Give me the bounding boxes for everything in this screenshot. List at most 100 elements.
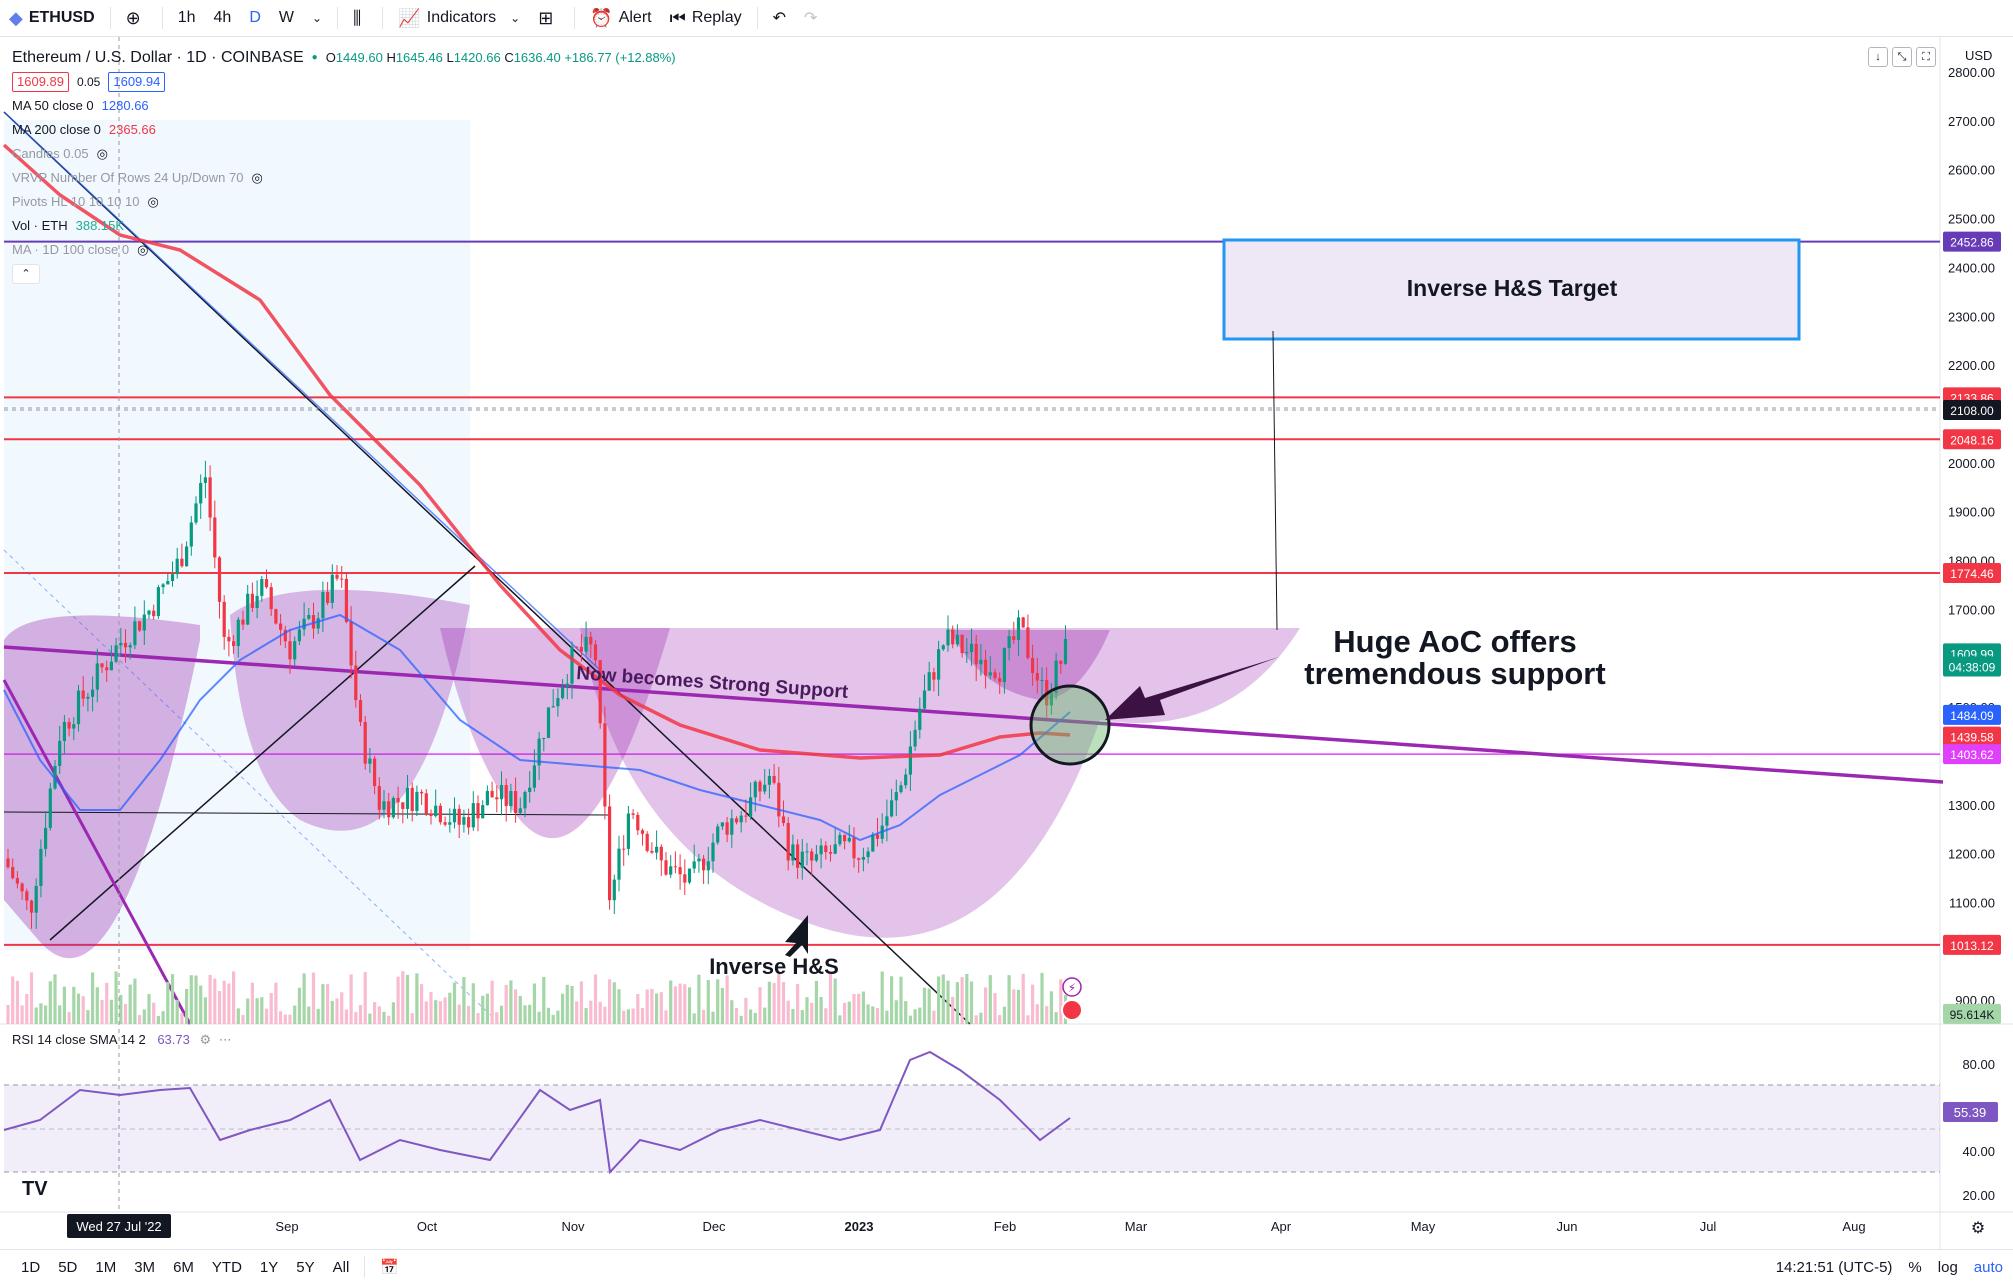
maximize-icon[interactable]: ⛶	[1916, 47, 1936, 67]
indicator-label: MA 50 close 0	[12, 98, 94, 113]
indicator-row[interactable]: Pivots HL 10 10 10 10 ◎	[12, 190, 676, 214]
indicator-label: Pivots HL 10 10 10 10	[12, 194, 140, 209]
range-all[interactable]: All	[332, 1258, 350, 1276]
candle-body	[692, 861, 696, 869]
indicator-row[interactable]: Candles 0.05 ◎	[12, 142, 676, 166]
replay-button[interactable]: ⏮ Replay	[661, 0, 751, 36]
volume-bar	[781, 982, 786, 1024]
range-5y[interactable]: 5Y	[296, 1258, 315, 1276]
volume-bar	[34, 1007, 38, 1024]
low-label: L	[446, 50, 454, 65]
indicator-row[interactable]: MA 200 close 0 2365.66	[12, 118, 676, 142]
hidden-eye-icon[interactable]: ◎	[251, 170, 263, 185]
interval-w[interactable]: W	[278, 9, 294, 26]
auto-toggle[interactable]: auto	[1973, 1258, 2003, 1276]
goto-date-icon[interactable]: 📅	[380, 1259, 399, 1276]
indicator-row[interactable]: MA · 1D 100 close 0 ◎	[12, 238, 676, 262]
target-box[interactable]	[1222, 238, 1801, 341]
alarm-clock-icon: ⏰	[590, 7, 613, 28]
volume-bar	[128, 984, 132, 1024]
indicator-value: 388.15K	[75, 218, 125, 233]
candle-body	[537, 738, 541, 766]
indicator-row[interactable]: Vol · ETH 388.15K	[12, 214, 676, 238]
clock-time[interactable]: 14:21:51 (UTC-5)	[1775, 1258, 1893, 1276]
chart-type-button[interactable]: ⫼	[344, 0, 376, 36]
candle-body	[546, 707, 551, 738]
volume-bar	[72, 986, 76, 1024]
volume-bar	[720, 988, 724, 1024]
alert-button[interactable]: ⏰ Alert	[581, 0, 660, 36]
range-1m[interactable]: 1M	[95, 1258, 117, 1276]
volume-bar	[368, 1013, 372, 1024]
candle-body	[659, 846, 663, 861]
redo-button[interactable]: ↷	[795, 0, 826, 36]
range-5d[interactable]: 5D	[58, 1258, 78, 1276]
volume-bar	[349, 974, 353, 1024]
candle-body	[810, 851, 814, 861]
interval-d[interactable]: D	[249, 9, 261, 26]
range-6m[interactable]: 6M	[173, 1258, 194, 1276]
indicator-row[interactable]: VRVP Number Of Rows 24 Up/Down 70 ◎	[12, 166, 676, 190]
rsi-current-value: 55.39	[1954, 1105, 1987, 1120]
volume-bar	[542, 976, 546, 1024]
volume-bar	[1031, 984, 1035, 1024]
interval-4h[interactable]: 4h	[213, 9, 232, 26]
symbol-title[interactable]: Ethereum / U.S. Dollar · 1D · COINBASE	[12, 49, 304, 66]
hidden-eye-icon[interactable]: ◎	[147, 194, 159, 209]
range-1y[interactable]: 1Y	[259, 1258, 279, 1276]
price-tick-label: 2700.00	[1948, 114, 1995, 129]
rsi-settings-icon[interactable]: ⚙	[199, 1032, 212, 1047]
sell-price[interactable]: 1609.89	[12, 72, 69, 92]
rsi-tick-label: 20.00	[1962, 1188, 1995, 1203]
candle-body	[161, 584, 165, 588]
collapse-icon[interactable]: ⤡	[1892, 47, 1912, 67]
volume-bar	[438, 1001, 442, 1024]
high-label: H	[386, 50, 396, 65]
support-line	[3, 645, 1944, 784]
settings-gear-icon[interactable]: ⚙	[1971, 1220, 1985, 1237]
interval-1h[interactable]: 1h	[177, 9, 196, 26]
percent-toggle[interactable]: %	[1908, 1258, 1922, 1276]
range-3m[interactable]: 3M	[134, 1258, 156, 1276]
collapse-legend-button[interactable]: ⌃	[12, 264, 40, 284]
interval-dropdown[interactable]: ⌄	[303, 0, 331, 36]
range-ytd[interactable]: YTD	[211, 1258, 242, 1276]
templates-button[interactable]: ⊞	[529, 0, 568, 36]
candle-body	[420, 791, 424, 794]
candle-body	[279, 623, 283, 630]
rsi-label[interactable]: RSI 14 close SMA 14 2	[12, 1032, 146, 1047]
volume-bar	[814, 980, 818, 1024]
compare-button[interactable]: ⊕	[117, 0, 156, 36]
divider	[109, 7, 111, 29]
lightning-icon[interactable]	[1062, 977, 1082, 997]
volume-bar	[203, 997, 207, 1024]
buy-price[interactable]: 1609.94	[108, 72, 166, 92]
indicator-label: Vol · ETH	[12, 218, 68, 233]
log-toggle[interactable]: log	[1937, 1258, 1958, 1276]
volume-bar	[650, 988, 654, 1024]
candle-body	[730, 818, 734, 835]
volume-bar	[927, 988, 931, 1024]
move-down-icon[interactable]: ↓	[1868, 47, 1888, 67]
time-axis-label: May	[1411, 1219, 1436, 1234]
indicators-button[interactable]: 📈 Indicators ⌄	[389, 0, 529, 36]
candle-body	[340, 578, 344, 580]
candle-body	[354, 665, 358, 701]
indicator-row[interactable]: MA 50 close 0 1280.66	[12, 94, 676, 118]
symbol-selector[interactable]: ◆ ETHUSD	[0, 0, 104, 36]
volume-bar	[702, 1009, 706, 1024]
candle-body	[147, 610, 151, 615]
hidden-eye-icon[interactable]: ◎	[96, 146, 108, 161]
rsi-options-icon[interactable]: ⋯	[218, 1032, 232, 1047]
aoc-circle[interactable]	[1029, 684, 1111, 766]
chart-canvas[interactable]: Inverse H&S Target Huge AoC offers treme…	[0, 37, 2013, 1249]
undo-button[interactable]: ↶	[764, 0, 795, 36]
price-label-text: 04:38:09	[1949, 661, 1996, 675]
candle-body	[274, 609, 278, 624]
candle-body	[471, 803, 475, 828]
range-1d[interactable]: 1D	[21, 1258, 41, 1276]
currency-label[interactable]: USD	[1965, 48, 1992, 63]
hidden-eye-icon[interactable]: ◎	[137, 242, 149, 257]
us-flag-icon[interactable]	[1061, 999, 1083, 1021]
candle-body	[62, 721, 66, 741]
